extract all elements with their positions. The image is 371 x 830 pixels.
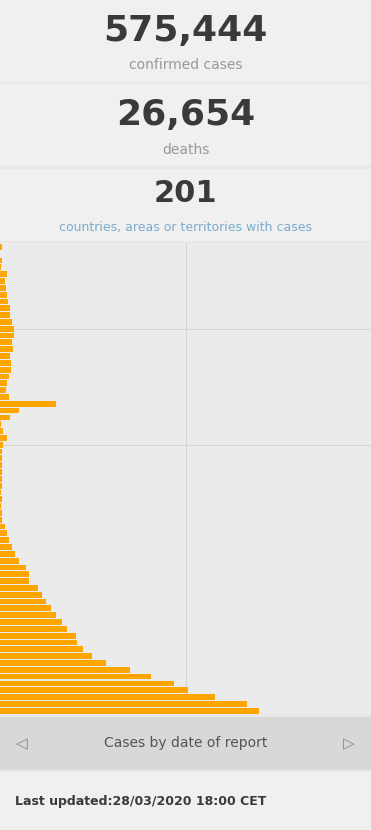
- Bar: [0, 503, 1, 509]
- Text: confirmed cases: confirmed cases: [129, 58, 242, 72]
- Bar: [0, 530, 7, 536]
- Bar: [0, 510, 1, 515]
- Bar: [0, 326, 14, 332]
- Bar: [0, 564, 26, 570]
- Bar: [0, 708, 259, 714]
- Bar: [0, 626, 67, 632]
- Bar: [0, 456, 1, 461]
- Bar: [0, 476, 1, 481]
- Bar: [0, 448, 1, 454]
- Bar: [0, 299, 8, 305]
- Bar: [0, 312, 10, 318]
- Bar: [0, 605, 50, 611]
- Bar: [0, 496, 1, 502]
- Bar: [0, 666, 130, 672]
- Bar: [0, 585, 39, 591]
- Bar: [0, 408, 19, 413]
- Bar: [0, 653, 92, 659]
- Text: 26,654: 26,654: [116, 99, 255, 132]
- Text: 575,444: 575,444: [103, 14, 268, 48]
- Bar: [0, 360, 11, 366]
- Bar: [0, 640, 77, 646]
- Bar: [0, 442, 3, 447]
- Bar: [0, 333, 14, 339]
- Bar: [0, 339, 12, 345]
- Bar: [0, 291, 7, 297]
- Bar: [0, 428, 3, 434]
- Bar: [0, 401, 56, 407]
- Text: ▷: ▷: [343, 735, 355, 751]
- Bar: [0, 394, 9, 400]
- Bar: [0, 524, 4, 530]
- Bar: [0, 388, 6, 393]
- Bar: [0, 265, 1, 271]
- Bar: [0, 571, 29, 577]
- Bar: [0, 579, 29, 584]
- Bar: [0, 632, 76, 638]
- Bar: [0, 701, 247, 707]
- Bar: [0, 271, 7, 277]
- Bar: [0, 537, 9, 543]
- Bar: [0, 544, 12, 550]
- Bar: [0, 613, 56, 618]
- Bar: [0, 462, 1, 468]
- Bar: [0, 694, 215, 700]
- Bar: [0, 257, 2, 263]
- Bar: [0, 285, 6, 290]
- Bar: [0, 278, 6, 284]
- Bar: [0, 380, 7, 386]
- Bar: [0, 598, 46, 604]
- Bar: [0, 435, 7, 441]
- Bar: [0, 660, 106, 666]
- Bar: [0, 687, 188, 693]
- Bar: [0, 305, 10, 311]
- Bar: [0, 674, 151, 680]
- Bar: [0, 346, 13, 352]
- Bar: [0, 592, 42, 598]
- Bar: [0, 469, 2, 475]
- Bar: [0, 319, 12, 325]
- Text: ◁: ◁: [16, 735, 28, 751]
- Bar: [0, 374, 9, 379]
- Bar: [0, 647, 83, 652]
- Bar: [0, 353, 10, 359]
- Bar: [0, 551, 16, 557]
- Text: countries, areas or territories with cases: countries, areas or territories with cas…: [59, 222, 312, 234]
- Bar: [0, 244, 2, 250]
- Bar: [0, 414, 10, 420]
- Text: Last updated:28/03/2020 18:00 CET: Last updated:28/03/2020 18:00 CET: [15, 794, 266, 808]
- Bar: [0, 483, 1, 489]
- Text: deaths: deaths: [162, 143, 209, 157]
- Bar: [0, 619, 62, 625]
- Bar: [0, 681, 174, 686]
- Bar: [0, 558, 19, 564]
- Bar: [0, 367, 12, 373]
- Bar: [0, 422, 1, 427]
- Text: Cases by date of report: Cases by date of report: [104, 736, 267, 750]
- Text: 201: 201: [154, 179, 217, 208]
- Bar: [0, 517, 1, 523]
- Bar: [0, 490, 1, 496]
